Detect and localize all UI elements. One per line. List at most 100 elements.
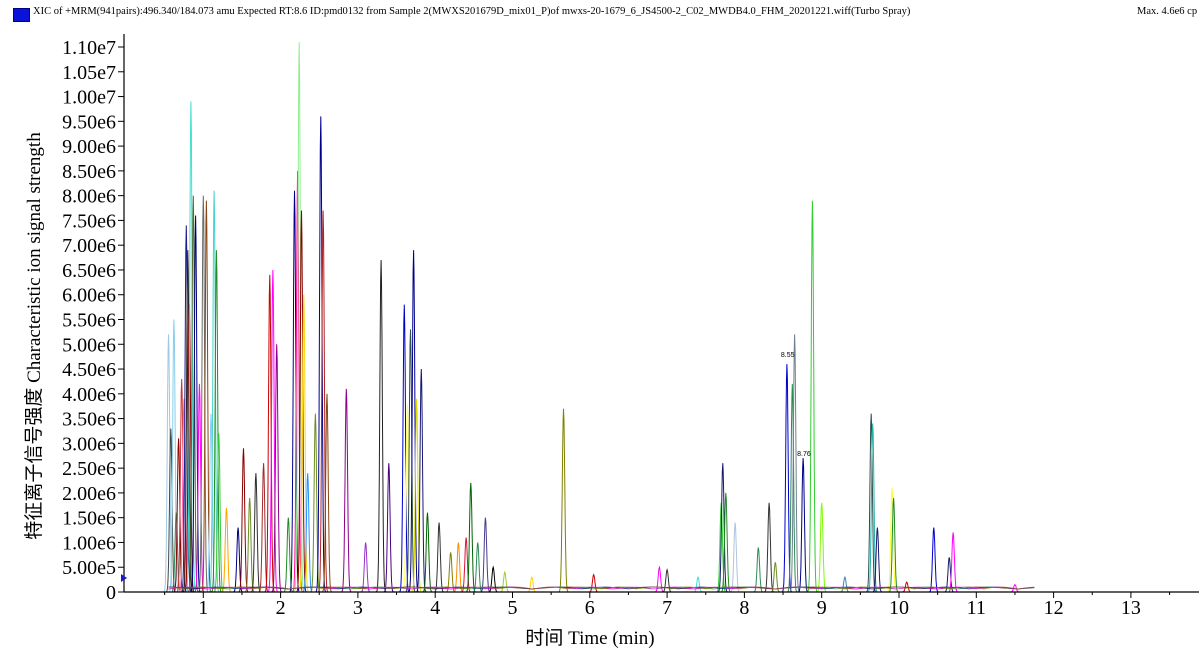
x-tick-label: 1 bbox=[198, 597, 208, 619]
chromatogram-peak bbox=[816, 502, 828, 593]
chromatogram-peak bbox=[315, 116, 327, 593]
chromatogram-peak bbox=[293, 42, 305, 593]
chromatogram-peak bbox=[947, 532, 959, 593]
annotations-layer: 8.55 8.76 bbox=[781, 352, 811, 458]
chromatogram-peak bbox=[867, 423, 879, 593]
y-tick-label: 9.00e6 bbox=[62, 136, 116, 158]
chromatogram-peak bbox=[321, 393, 333, 593]
chromatogram-peak bbox=[839, 575, 851, 593]
chromatogram-peak bbox=[460, 537, 472, 593]
chromatogram-peak bbox=[888, 497, 899, 593]
chromatogram-peak bbox=[165, 428, 177, 593]
x-tick-label: 10 bbox=[889, 597, 909, 619]
x-axis-title: 时间 Time (min) bbox=[525, 627, 654, 649]
chromatogram-peak bbox=[232, 527, 244, 593]
chromatogram-peak bbox=[238, 448, 249, 593]
chromatogram-peak bbox=[178, 398, 190, 593]
y-tick-label: 5.00e6 bbox=[62, 334, 116, 356]
chromatogram-peak bbox=[558, 408, 570, 593]
chromatogram-peak bbox=[928, 527, 940, 593]
chromatogram-peak bbox=[375, 259, 387, 593]
chromatogram-peak bbox=[806, 200, 818, 593]
y-tick-label: 1.50e6 bbox=[62, 508, 116, 530]
chromatogram-peak bbox=[752, 547, 764, 593]
chromatogram-peak bbox=[401, 403, 413, 593]
legend-text: XIC of +MRM(941pairs):496.340/184.073 am… bbox=[33, 6, 911, 17]
chromatogram-peak bbox=[422, 512, 433, 593]
max-intensity-label: Max. 4.6e6 cps. bbox=[1137, 6, 1197, 17]
y-tick-label: 1.10e7 bbox=[62, 37, 116, 59]
chromatogram-peak bbox=[720, 492, 732, 593]
x-tick-label: 2 bbox=[276, 597, 286, 619]
y-tick-label: 2.50e6 bbox=[62, 458, 116, 480]
chromatogram-peak bbox=[244, 497, 256, 593]
x-tick-label: 12 bbox=[1044, 597, 1064, 619]
x-tick-label: 3 bbox=[353, 597, 363, 619]
y-tick-label: 6.00e6 bbox=[62, 285, 116, 307]
chromatogram-peak bbox=[271, 344, 283, 593]
chromatogram-peak bbox=[415, 368, 427, 593]
chromatogram-peak bbox=[763, 502, 775, 593]
y-tick-label: 3.50e6 bbox=[62, 409, 116, 431]
y-tick-label: 4.00e6 bbox=[62, 384, 116, 406]
chromatogram-peak bbox=[292, 170, 304, 593]
chart-header: XIC of +MRM(941pairs):496.340/184.073 am… bbox=[0, 0, 1199, 26]
chromatogram-peak bbox=[258, 463, 269, 593]
chromatogram-peak bbox=[340, 388, 352, 593]
chromatogram-peak bbox=[692, 575, 704, 593]
chromatogram-peak bbox=[383, 463, 395, 593]
chromatogram-peak bbox=[411, 398, 423, 593]
chromatogram-peak bbox=[715, 502, 727, 593]
chromatogram-peak bbox=[526, 575, 538, 593]
x-tick-label: 4 bbox=[430, 597, 440, 619]
y-tick-label: 0 bbox=[106, 582, 116, 604]
chromatogram-peak bbox=[797, 458, 809, 593]
chromatogram-peak bbox=[865, 413, 877, 593]
legend-swatch bbox=[13, 8, 30, 22]
y-tick-label: 7.00e6 bbox=[62, 235, 116, 257]
chromatogram-peak bbox=[886, 487, 898, 593]
chromatogram-peak bbox=[282, 517, 294, 593]
chromatogram-peak bbox=[729, 522, 741, 593]
y-tick-label: 8.00e6 bbox=[62, 186, 116, 208]
y-tick-label: 6.50e6 bbox=[62, 260, 116, 282]
axes-layer bbox=[121, 34, 1199, 593]
chromatogram-peak bbox=[187, 195, 199, 593]
chromatogram-peak bbox=[871, 527, 883, 593]
y-tick-label: 1.00e6 bbox=[62, 532, 116, 554]
x-tick-label: 9 bbox=[817, 597, 827, 619]
axis-start-marker bbox=[121, 574, 127, 582]
x-tick-label: 5 bbox=[508, 597, 518, 619]
chromatogram-peak bbox=[197, 195, 209, 593]
baseline-trace bbox=[168, 586, 1035, 590]
chromatogram-peak bbox=[185, 101, 197, 593]
y-tick-label: 5.50e6 bbox=[62, 310, 116, 332]
chromatogram-peak bbox=[453, 542, 464, 593]
chromatogram-peak bbox=[360, 542, 371, 593]
peak-rt-label: 8.55 bbox=[781, 352, 795, 359]
chromatogram-peak bbox=[786, 383, 798, 593]
chromatogram-peak bbox=[193, 383, 205, 593]
chromatogram-peak bbox=[445, 552, 457, 593]
y-tick-label: 1.00e7 bbox=[62, 87, 116, 109]
x-tick-label: 7 bbox=[662, 597, 672, 619]
y-tick-label: 2.00e6 bbox=[62, 483, 116, 505]
peak-rt-label: 8.76 bbox=[797, 451, 811, 458]
y-tick-label: 7.50e6 bbox=[62, 210, 116, 232]
y-tick-label: 9.50e6 bbox=[62, 111, 116, 133]
chromatogram-peak bbox=[499, 570, 511, 593]
x-tick-label: 8 bbox=[739, 597, 749, 619]
chromatogram-peak bbox=[205, 413, 217, 593]
y-axis-title: 特征离子信号强度 Characteristic ion signal stren… bbox=[23, 132, 45, 540]
chromatogram-peak bbox=[480, 517, 491, 593]
chromatogram-peak bbox=[588, 573, 600, 593]
y-tick-label: 8.50e6 bbox=[62, 161, 116, 183]
chromatogram-peak bbox=[433, 522, 445, 593]
x-tick-label: 13 bbox=[1121, 597, 1141, 619]
chromatogram-peak bbox=[213, 433, 225, 593]
chromatogram-peak bbox=[789, 334, 801, 593]
y-tick-label: 5.00e5 bbox=[62, 557, 116, 579]
y-tick-label: 4.50e6 bbox=[62, 359, 116, 381]
